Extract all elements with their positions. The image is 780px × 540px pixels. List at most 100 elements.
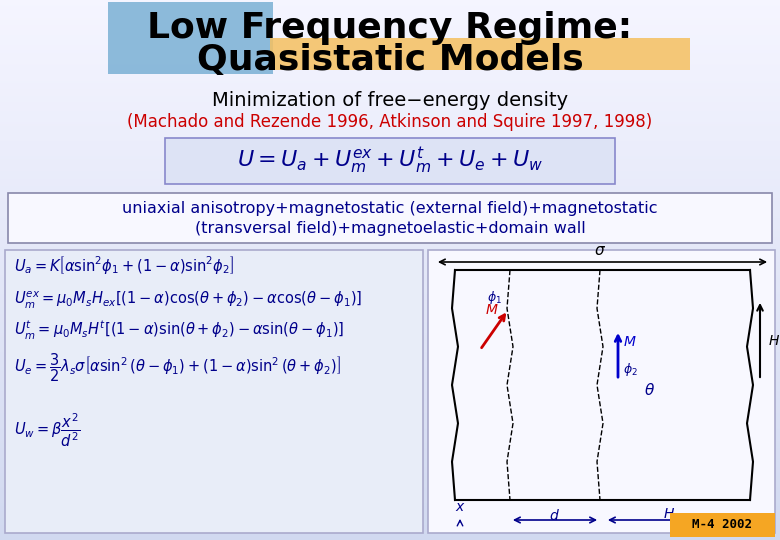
Bar [0,31,780,32]
Bar [0,362,780,363]
Bar [0,8,780,9]
Bar [0,315,780,316]
Bar [0,345,780,346]
Bar [0,353,780,354]
Text: $U_w = \beta\dfrac{x^2}{d^2}$: $U_w = \beta\dfrac{x^2}{d^2}$ [14,411,80,449]
Bar [0,531,780,532]
Bar [0,97,780,98]
Bar [0,298,780,299]
Bar [0,381,780,382]
Bar [0,53,780,54]
Bar [0,432,780,433]
Bar [0,436,780,437]
Bar [0,462,780,463]
Bar [0,488,780,489]
Bar [0,290,780,291]
Bar [0,417,780,418]
Bar [0,205,780,206]
Bar [0,42,780,43]
Bar [0,60,780,61]
Bar [0,241,780,242]
Bar [0,361,780,362]
Bar [0,111,780,112]
Bar [0,235,780,236]
Bar [0,309,780,310]
Bar [270,38,690,70]
Bar [0,502,780,503]
Bar [0,519,780,520]
Bar [0,311,780,312]
Bar [0,122,780,123]
Bar [0,81,780,82]
Bar [0,250,780,251]
Bar [0,392,780,393]
Bar [0,87,780,88]
Bar [0,145,780,146]
Bar [0,18,780,19]
Bar [0,351,780,352]
Bar [0,131,780,132]
Bar [0,391,780,392]
Bar [0,420,780,421]
Bar [0,124,780,125]
Bar [0,195,780,196]
Bar [0,463,780,464]
Bar [0,487,780,488]
Bar [0,457,780,458]
Text: (transversal field)+magnetoelastic+domain wall: (transversal field)+magnetoelastic+domai… [195,220,585,235]
Bar [0,382,780,383]
Bar [0,367,780,368]
Bar [0,23,780,24]
Bar [0,534,780,535]
Bar [0,173,780,174]
Bar [0,520,780,521]
Bar [0,300,780,301]
Bar [0,68,780,69]
Bar [0,153,780,154]
Bar [0,473,780,474]
Bar [0,26,780,27]
Bar [0,377,780,378]
Bar [0,90,780,91]
Bar [0,366,780,367]
Bar [0,108,780,109]
Bar [0,330,780,331]
Bar [0,459,780,460]
Bar [0,228,780,229]
Bar [0,57,780,58]
Bar [0,229,780,230]
Bar [0,46,780,47]
Bar [0,424,780,425]
Bar [0,159,780,160]
Bar [0,223,780,224]
Bar [0,139,780,140]
Bar [0,259,780,260]
Bar [0,288,780,289]
Bar [0,433,780,434]
Bar [0,225,780,226]
Bar [0,236,780,237]
Bar [0,441,780,442]
Bar [0,91,780,92]
Bar [0,135,780,136]
Bar [0,179,780,180]
Bar [0,72,780,73]
Bar [0,239,780,240]
Bar [0,123,780,124]
Bar [0,104,780,105]
Bar [0,327,780,328]
Bar [0,103,780,104]
Bar [0,416,780,417]
Bar [0,530,780,531]
Bar [0,516,780,517]
Bar [0,537,780,538]
Bar [0,464,780,465]
Bar [0,396,780,397]
Bar [0,160,780,161]
Bar [0,189,780,190]
Bar [0,480,780,481]
Bar [0,263,780,264]
Bar [0,244,780,245]
Bar [0,28,780,29]
Bar [0,213,780,214]
